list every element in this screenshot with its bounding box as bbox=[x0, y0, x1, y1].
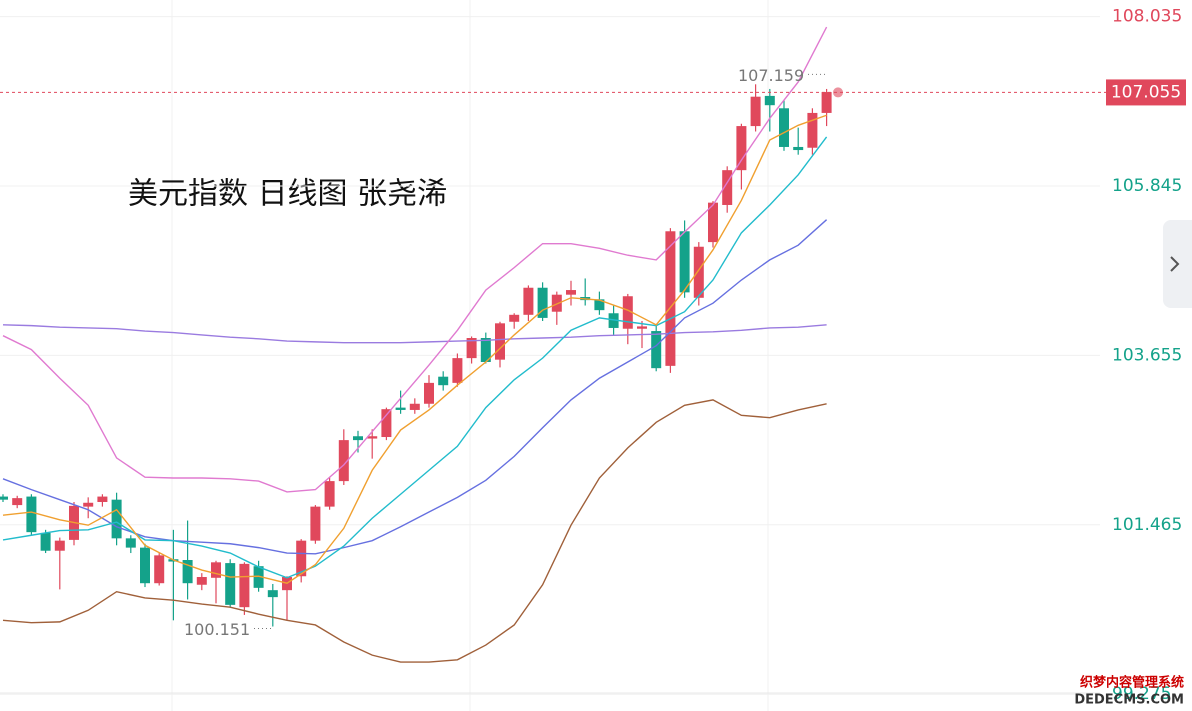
indicator-line bbox=[2, 26, 828, 493]
max-label: 107.159 bbox=[738, 66, 804, 85]
candle-body bbox=[338, 440, 349, 482]
candle-body bbox=[793, 146, 804, 151]
indicator-line bbox=[2, 219, 828, 555]
candle-body bbox=[651, 331, 662, 369]
indicator-line bbox=[2, 324, 827, 344]
candle-body bbox=[381, 409, 392, 438]
candle-body bbox=[679, 231, 690, 293]
candle-body bbox=[395, 407, 406, 410]
y-tick-label: 108.035 bbox=[1112, 7, 1182, 27]
candle-body bbox=[708, 202, 718, 243]
candle-body bbox=[466, 338, 477, 359]
current-price-box bbox=[1106, 79, 1186, 106]
candle-body bbox=[140, 547, 150, 584]
indicator-line bbox=[2, 114, 827, 584]
candle-body bbox=[480, 338, 491, 362]
candle-body bbox=[594, 299, 605, 311]
candle-body bbox=[267, 590, 278, 598]
candle-body bbox=[310, 506, 321, 541]
candle-body bbox=[693, 246, 704, 298]
collapse-button[interactable] bbox=[1163, 220, 1192, 308]
candle-body bbox=[239, 563, 250, 608]
candle-body bbox=[125, 538, 136, 548]
y-tick-label: 99.275 bbox=[1112, 684, 1171, 704]
candle-body bbox=[722, 170, 733, 205]
candle-body bbox=[353, 436, 363, 441]
candle-body bbox=[409, 403, 420, 410]
candle-body bbox=[551, 294, 562, 312]
candle-body bbox=[509, 314, 520, 322]
candle-body bbox=[807, 112, 818, 148]
watermark: DEDECMS.COM bbox=[1074, 693, 1184, 708]
candle-body bbox=[154, 555, 165, 584]
y-tick-label: 101.465 bbox=[1112, 515, 1182, 535]
indicator-line bbox=[2, 399, 827, 663]
candle-body bbox=[367, 436, 378, 439]
current-price-label: 107.055 bbox=[1111, 82, 1181, 102]
candle-body bbox=[452, 358, 463, 383]
candle-body bbox=[537, 287, 548, 318]
candle-body bbox=[40, 532, 51, 551]
candle-body bbox=[764, 95, 775, 106]
candle-body bbox=[324, 481, 335, 507]
candle-body bbox=[736, 126, 747, 171]
candle-body bbox=[637, 326, 647, 329]
candle-body bbox=[0, 496, 8, 500]
candle-body bbox=[253, 566, 264, 588]
candle-body bbox=[26, 496, 37, 533]
candle-body bbox=[779, 108, 789, 147]
candle-body bbox=[622, 296, 633, 329]
candle-body bbox=[665, 231, 676, 366]
candle-body bbox=[750, 96, 761, 127]
candle-body bbox=[97, 496, 108, 502]
watermark: 织梦内容管理系统 bbox=[1080, 675, 1184, 691]
indicator-line bbox=[2, 136, 828, 579]
candle-body bbox=[438, 376, 449, 386]
candle-body bbox=[495, 323, 505, 360]
y-tick-label: 103.655 bbox=[1112, 345, 1182, 365]
candle-body bbox=[608, 313, 619, 328]
candle-body bbox=[296, 540, 307, 577]
candle-body bbox=[523, 287, 534, 315]
min-label: 100.151 bbox=[184, 620, 250, 639]
candle-body bbox=[424, 382, 434, 404]
candle-body bbox=[12, 498, 23, 506]
candle-body bbox=[225, 563, 236, 605]
candle-body bbox=[821, 92, 832, 113]
candle-body bbox=[566, 290, 576, 295]
candle-body bbox=[182, 560, 193, 584]
candle-body bbox=[196, 577, 207, 585]
candle-body bbox=[54, 540, 65, 551]
candle-body bbox=[83, 502, 94, 507]
y-tick-label: 105.845 bbox=[1112, 176, 1182, 196]
candle-body bbox=[111, 499, 122, 539]
chart-title: 美元指数 日线图 张尧浠 bbox=[128, 177, 447, 212]
candle-body bbox=[211, 562, 221, 578]
current-price-dot bbox=[833, 87, 843, 98]
